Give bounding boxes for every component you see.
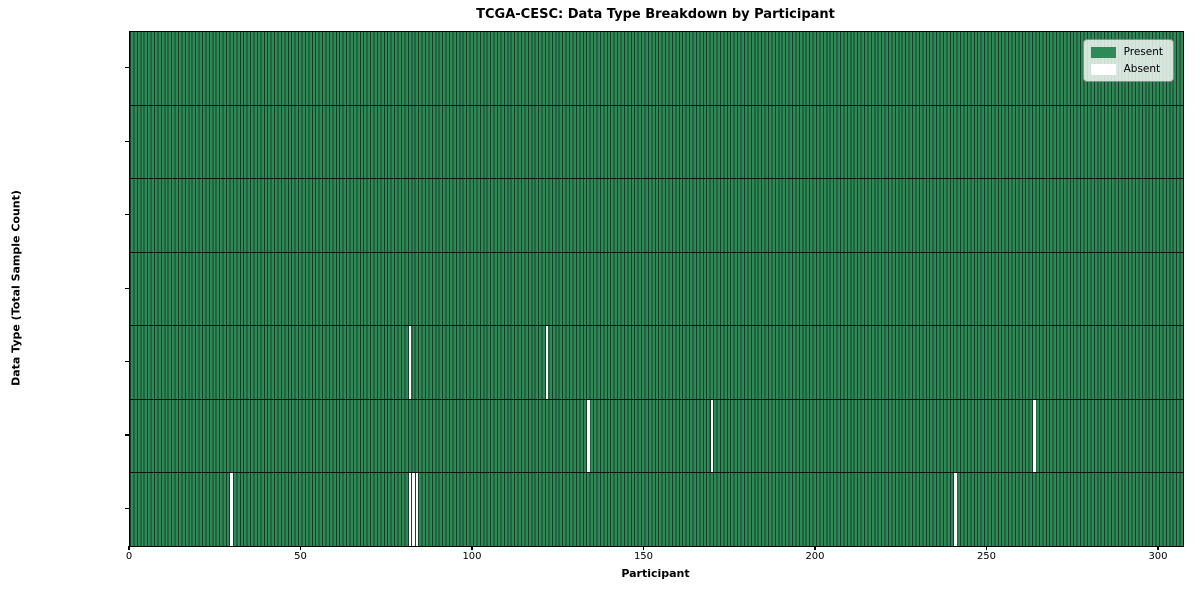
x-axis-label: Participant [621,567,690,580]
y-tick-mark [125,434,129,436]
legend: Present Absent [1082,39,1174,82]
heatmap-row-Methylation [130,251,1183,326]
chart-title: TCGA-CESC: Data Type Breakdown by Partic… [476,7,835,22]
absent-bar [407,473,412,547]
absent-bar [407,326,412,399]
heatmap-row-MAF [130,325,1183,399]
heatmap-rows [130,32,1183,547]
y-tick-mark [125,507,129,509]
x-tick-mark [814,546,816,550]
heatmap-row-BCR [130,32,1183,105]
plot-area: Present Absent [129,31,1184,547]
x-tick-mark [1157,546,1159,550]
legend-swatch-present [1090,46,1116,58]
x-tick-label: 300 [1148,551,1168,562]
absent-bar [414,473,419,547]
y-tick-mark [125,214,129,216]
legend-item-absent: Absent [1090,63,1163,75]
x-tick-mark [985,546,988,550]
x-tick-label: 50 [294,551,307,562]
heatmap-row-CN [130,472,1183,547]
y-tick-mark [125,287,129,289]
x-tick-mark [299,546,302,550]
y-tick-mark [125,67,129,69]
x-tick-label: 250 [976,551,997,562]
heatmap-row-miR [130,104,1183,179]
legend-item-present: Present [1090,46,1163,58]
x-tick-mark [471,546,473,550]
legend-label: Present [1123,46,1163,58]
x-tick-label: 200 [805,551,825,562]
absent-bar [709,399,714,473]
absent-bar [411,473,415,547]
x-tick-mark [642,546,645,550]
legend-label: Absent [1123,63,1161,75]
y-tick-mark [125,360,129,363]
heatmap-row-Clinical [130,178,1183,252]
absent-bar [953,473,957,547]
y-axis-label: Data Type (Total Sample Count) [9,190,23,386]
absent-bar [1032,399,1036,473]
x-tick-label: 150 [633,551,654,562]
legend-swatch-absent [1090,63,1116,75]
x-tick-label: 0 [125,551,133,562]
absent-bar [229,473,233,547]
x-tick-label: 100 [462,551,482,562]
y-tick-mark [125,140,129,142]
heatmap-row-mRNA [130,398,1183,473]
absent-bar [586,399,590,473]
x-tick-mark [128,546,130,550]
absent-bar [545,326,549,399]
